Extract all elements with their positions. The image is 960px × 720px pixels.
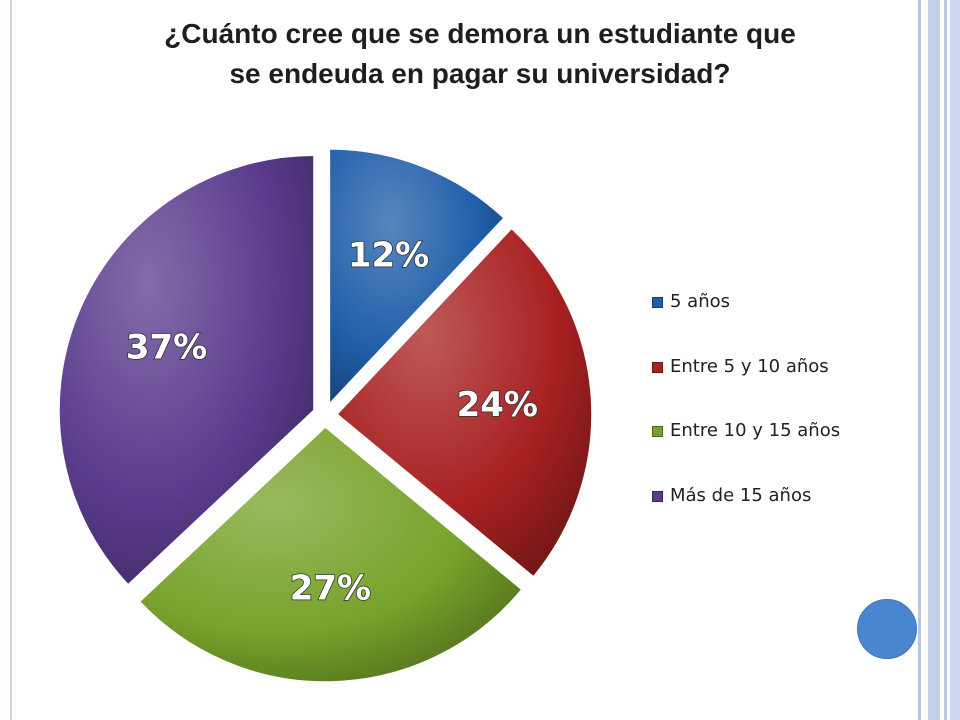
- pie-slice-1: [328, 148, 506, 406]
- legend-label: Entre 5 y 10 años: [670, 356, 829, 377]
- legend-swatch: [652, 362, 663, 373]
- legend-label: Entre 10 y 15 años: [670, 420, 841, 441]
- legend-label: Más de 15 años: [670, 485, 812, 506]
- pie-slice-label-2: 24%: [457, 385, 538, 425]
- chart-title-line-2: se endeuda en pagar su universidad?: [229, 58, 731, 89]
- legend-swatch: [652, 426, 663, 437]
- pie-slice-2: [335, 227, 593, 578]
- legend-label: 5 años: [670, 291, 731, 312]
- pie-slice-3: [138, 425, 523, 683]
- pie-slice-label-1: 12%: [348, 235, 429, 275]
- chart-title-line-1: ¿Cuánto cree que se demora un estudiante…: [164, 18, 796, 49]
- chart-title: ¿Cuánto cree que se demora un estudiante…: [60, 14, 900, 94]
- pie-slice-4: [58, 154, 315, 586]
- pie-slice-label-3: 27%: [290, 569, 371, 609]
- decorative-circle: [857, 599, 917, 659]
- pie-slice-label-4: 37%: [126, 327, 207, 367]
- legend-swatch: [652, 297, 663, 308]
- legend-swatch: [652, 491, 663, 502]
- slide-left-line: [10, 0, 12, 720]
- slide-right-border: [918, 0, 960, 720]
